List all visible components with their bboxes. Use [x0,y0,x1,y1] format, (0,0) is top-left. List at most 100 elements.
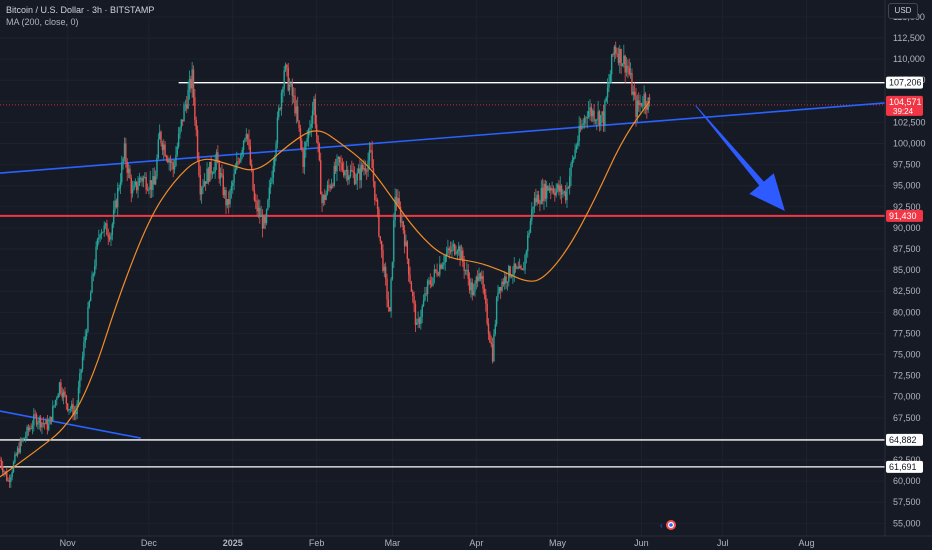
candle-body [490,342,492,345]
candle-body [452,244,455,247]
candle-body [77,387,80,404]
candle-body [333,165,335,186]
moving-average-line [0,100,651,478]
indicator-label[interactable]: MA (200, close, 0) [6,17,79,27]
candle-body [524,255,526,270]
candle-body [99,234,101,238]
trendline[interactable] [0,102,886,174]
candle-body [351,169,353,172]
level-price-tag [886,460,923,473]
time-tick-label: Jul [717,538,729,548]
candle-body [384,266,387,279]
candle-body [65,395,68,404]
candle-body [397,198,399,204]
candle-body [58,382,61,395]
candle-body [125,143,127,162]
candle-body [88,301,91,308]
candle-body [441,264,444,269]
candle-body [169,160,172,163]
candle-body [326,185,329,194]
price-tick-label: 97,500 [893,160,921,170]
candle-body [466,270,468,271]
candle-body [478,273,480,281]
price-tick-label: 67,500 [893,413,921,423]
candle-body [278,108,280,118]
candle-body [487,323,490,334]
candle-body [343,170,345,176]
candle-body [518,265,521,269]
price-tick-label: 77,500 [893,328,921,338]
candle-body [81,356,84,370]
candle-body [376,200,379,209]
candle-body [555,189,557,196]
candle-body [234,169,237,174]
candle-body [320,160,322,195]
trendlines[interactable] [0,102,886,439]
candle-body [648,97,651,100]
event-flag-icon[interactable]: ‹ [660,520,676,530]
candle-body [66,403,69,411]
candle-body [15,454,17,456]
candle-body [594,120,597,122]
time-axis[interactable]: Nov Dec 2025 Feb Mar Apr May Jun Jul Aug [60,538,815,548]
candle-body [558,184,560,192]
candle-body [344,171,346,176]
candle-body [337,157,340,159]
candle-body [153,176,155,185]
svg-text:‹: ‹ [660,521,663,530]
candle-body [449,249,452,252]
currency-button[interactable]: USD [888,3,918,19]
candle-body [263,216,265,229]
price-tick-label: 95,000 [893,181,921,191]
horizontal-levels[interactable] [0,82,885,468]
candle-body [513,263,515,275]
candle-body [94,265,96,274]
projection-arrow[interactable] [695,105,785,211]
symbol-title[interactable]: Bitcoin / U.S. Dollar · 3h · BITSTAMP [6,5,155,15]
candle-body [407,258,410,275]
candle-body [394,196,396,221]
candle-body [46,419,49,430]
candle-body [279,108,281,110]
candle-body [512,274,514,276]
last-price-label: 104,571 [889,97,922,107]
candle-body [353,172,356,184]
candle-body [639,102,641,105]
candle-body [209,161,211,182]
time-tick-label: Nov [60,538,77,548]
candle-body [623,55,625,65]
candle-body [135,181,138,191]
candle-body [236,161,238,170]
candle-body [573,157,575,160]
candle-body [244,138,246,142]
candle-body [444,255,446,263]
trendline[interactable] [0,410,141,439]
candle-body [424,293,426,301]
candle-body [275,143,277,157]
candle-body [592,110,594,117]
candle-body [390,279,392,312]
candle-body [566,187,568,201]
candle-body [49,416,51,425]
price-axis[interactable]: 115,000112,500110,000107,500102,500100,0… [893,12,926,528]
candle-body [157,139,160,159]
candle-body [204,181,207,184]
candle-body [130,178,132,194]
candle-body [386,278,388,300]
candle-body [117,188,119,208]
projection-arrow-shape[interactable] [695,105,785,211]
level-price-label: 107,206 [889,78,922,88]
candle-body [412,291,414,297]
candle-body [298,120,300,129]
candle-body [560,185,563,195]
candle-body [179,127,181,135]
candle-body [294,95,296,114]
candle-body [14,454,16,463]
candle-body [256,200,258,212]
candle-body [207,168,210,182]
candle-body [255,200,257,202]
candle-body [106,223,108,236]
candle-body [250,164,253,170]
